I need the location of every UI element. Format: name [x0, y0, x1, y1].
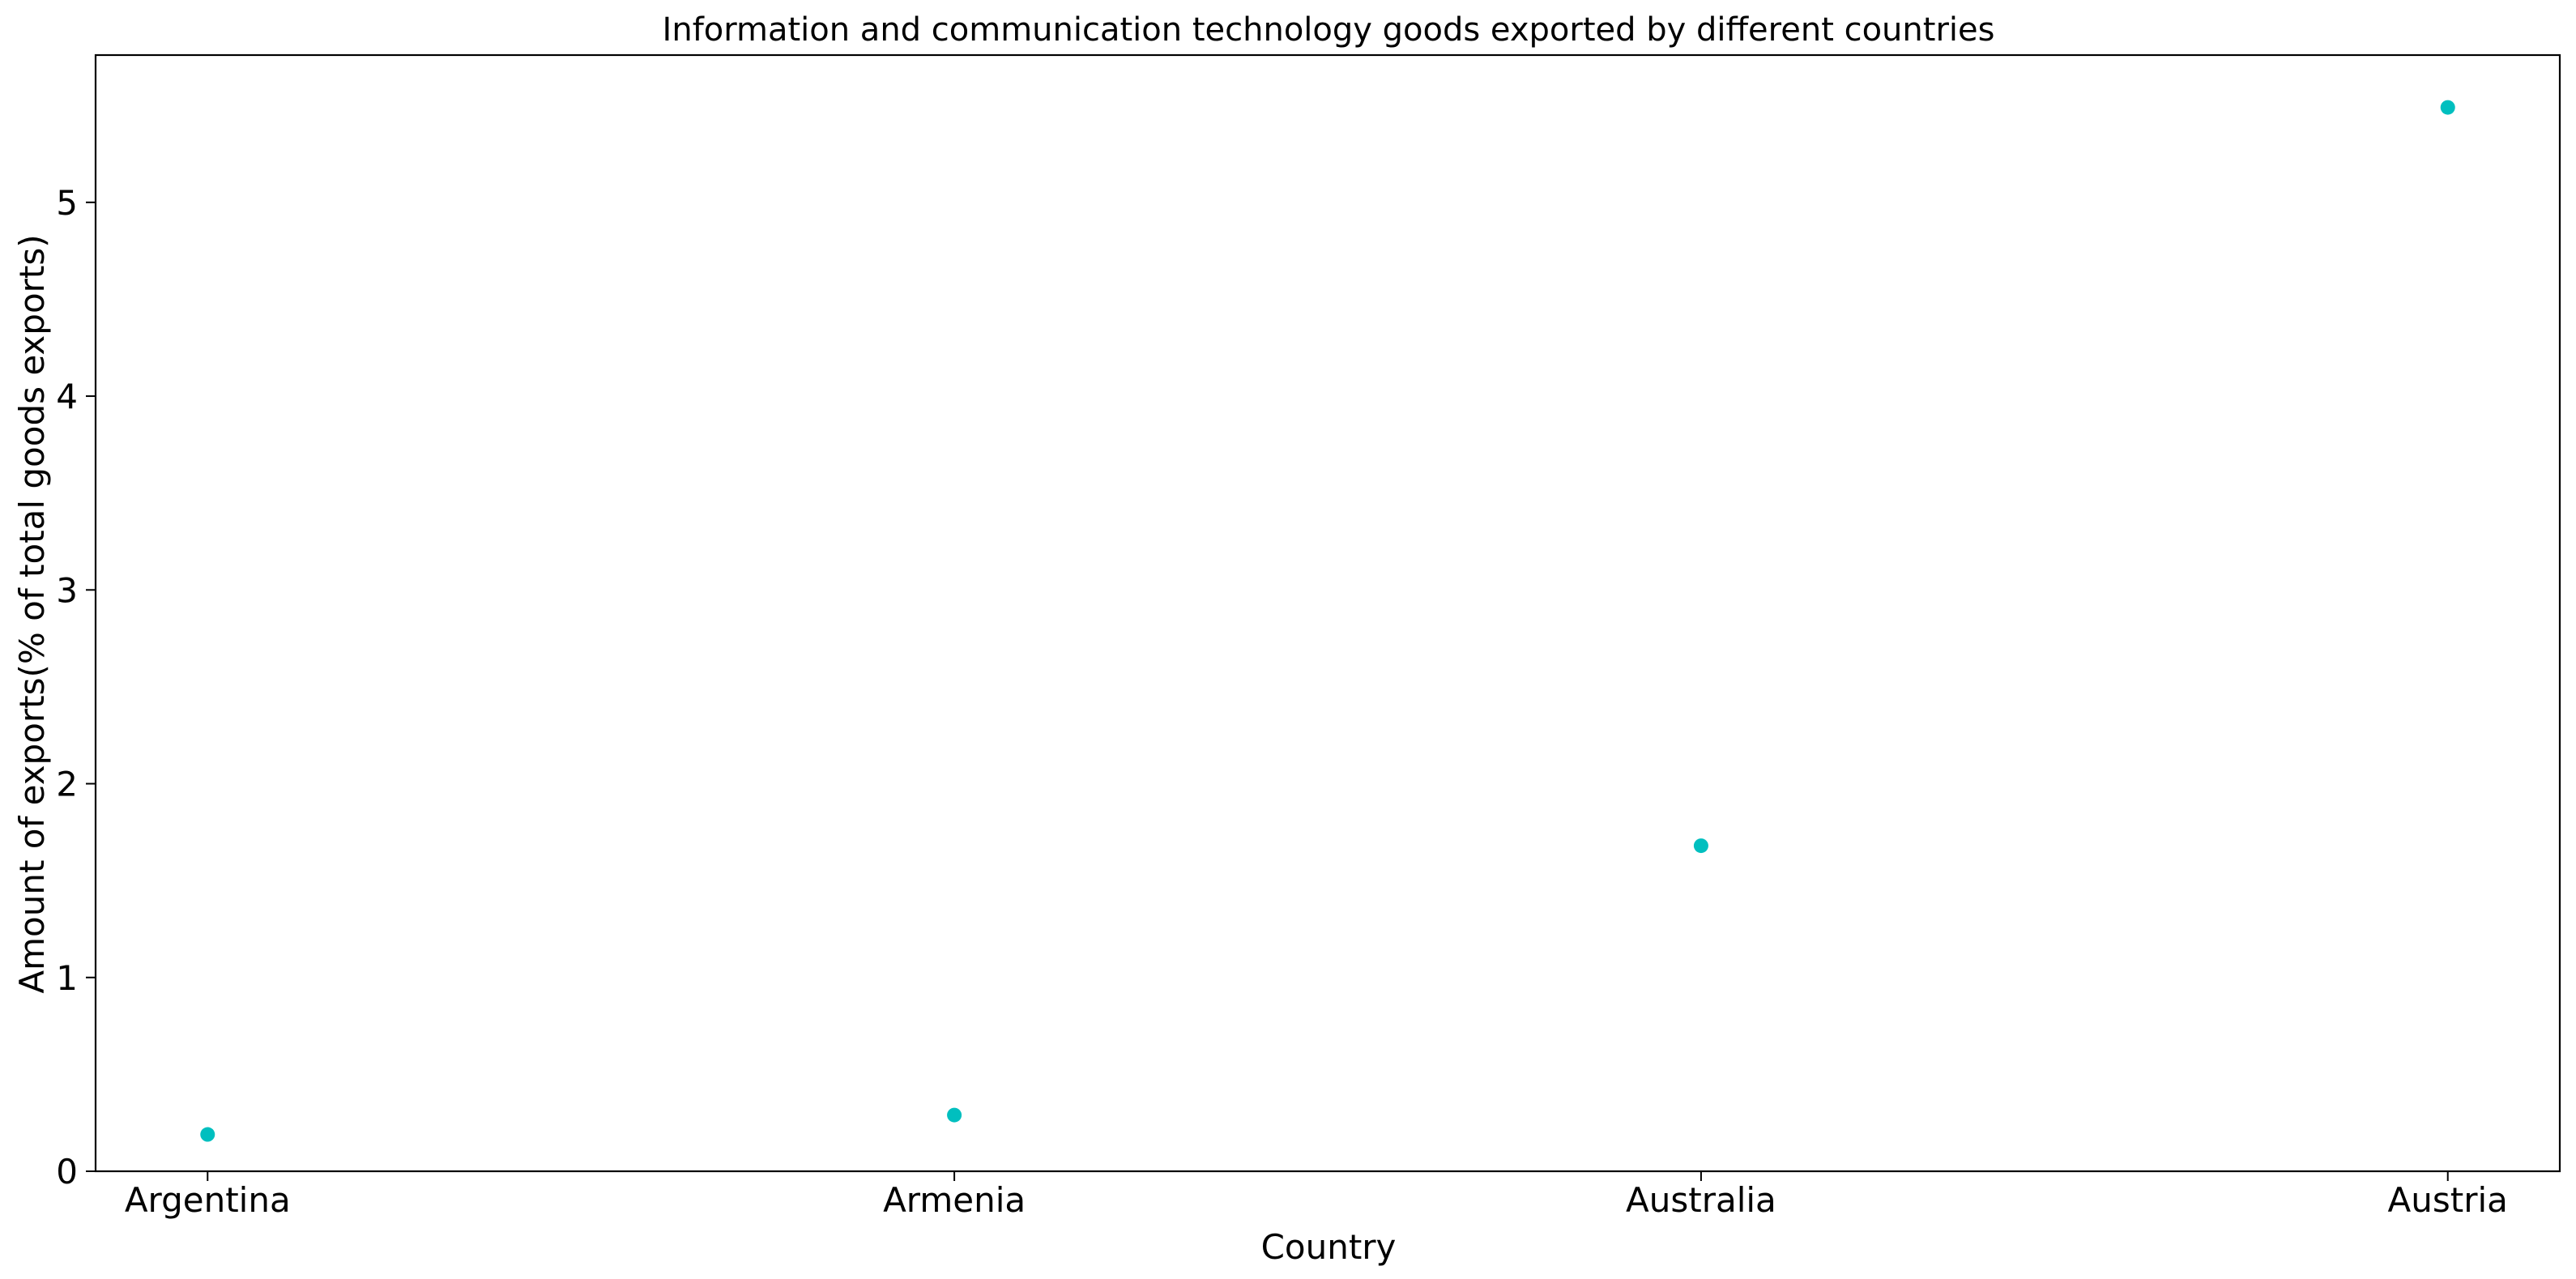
y-tick-label: 3	[56, 570, 78, 610]
y-tick-label: 4	[56, 377, 78, 416]
data-point	[2440, 100, 2455, 115]
y-tick-label: 1	[56, 958, 78, 998]
plot-area: 0 1 2 3 4 5 Argentina Armenia Australia Austria	[56, 53, 2561, 1220]
x-axis-label: Country	[1261, 1227, 1397, 1267]
x-tick-label: Argentina	[125, 1180, 291, 1220]
y-tick-label: 5	[56, 183, 78, 223]
y-tick-label: 0	[56, 1152, 78, 1192]
data-point	[1693, 838, 1708, 854]
data-point	[947, 1107, 962, 1123]
y-axis-label: Amount of exports(% of total goods expor…	[12, 234, 52, 993]
x-tick-label: Armenia	[883, 1180, 1026, 1220]
data-point	[200, 1127, 215, 1142]
y-tick-label: 2	[56, 765, 78, 804]
plot-frame	[94, 53, 2561, 1173]
x-tick-label: Australia	[1626, 1180, 1776, 1220]
chart-title: Information and communication technology…	[663, 11, 1995, 49]
x-tick-label: Austria	[2388, 1180, 2508, 1220]
